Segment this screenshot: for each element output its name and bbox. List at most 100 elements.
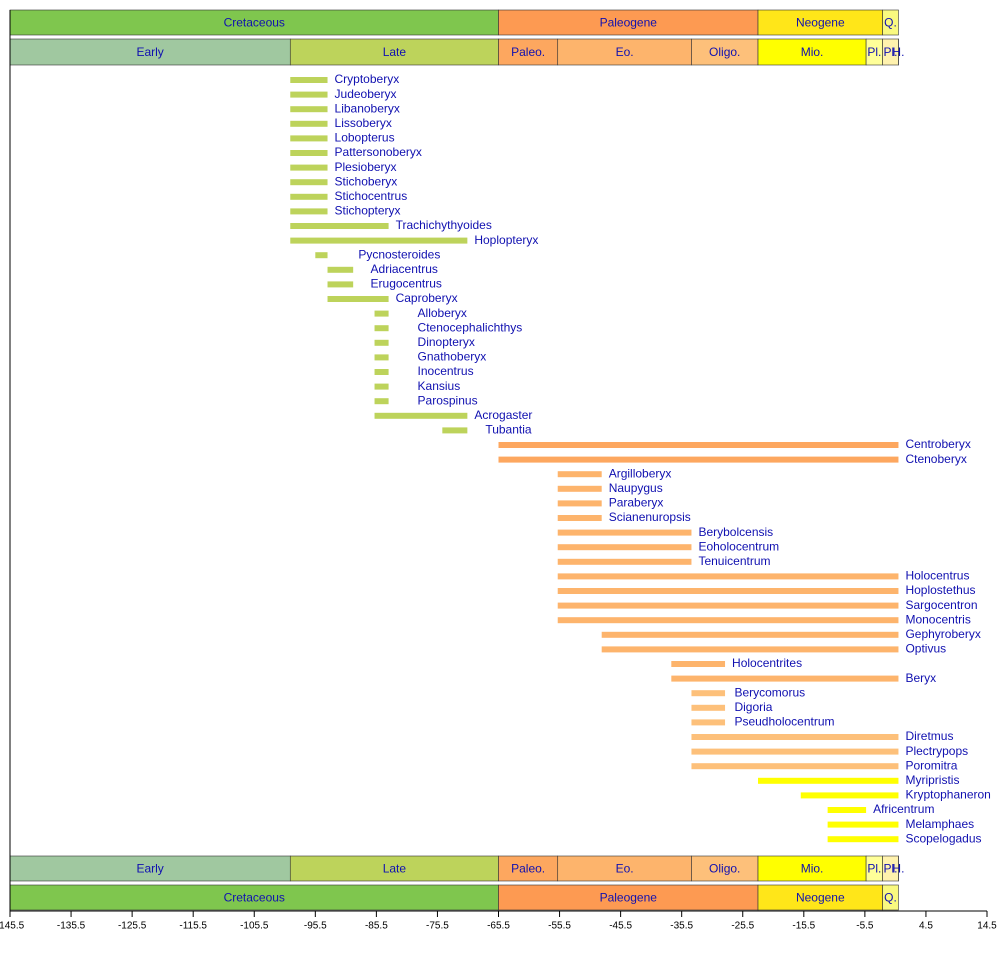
taxon-label: Ctenoberyx: [905, 452, 966, 466]
x-tick-label: -15.5: [792, 921, 815, 932]
period: [757, 9, 883, 36]
taxon-label: Africentrum: [873, 802, 934, 816]
x-tick-label: -135.5: [57, 921, 86, 932]
period-label: Q.: [884, 16, 897, 30]
range-bar: [290, 135, 328, 142]
x-tick-label: 4.5: [919, 921, 933, 932]
range-bar: [557, 617, 899, 624]
epoch-label: Eo.: [616, 45, 634, 59]
epoch-label: H.: [892, 45, 904, 59]
taxon-label: Adriacentrus: [371, 262, 438, 276]
taxon-label: Lobopterus: [335, 131, 395, 145]
epoch-label: Early: [136, 862, 163, 876]
x-tick-label: 14.5: [977, 921, 997, 932]
range-bar: [691, 719, 726, 726]
range-bar: [374, 412, 468, 419]
range-bar: [374, 325, 389, 332]
taxon-label: Scopelogadus: [905, 831, 981, 845]
epoch: [557, 38, 692, 66]
taxon-label: Plectrypops: [905, 744, 968, 758]
x-tick-label: -145.5: [0, 921, 25, 932]
x-tick-label: -55.5: [548, 921, 571, 932]
range-bar: [691, 704, 726, 711]
taxon-label: Tenuicentrum: [698, 554, 770, 568]
taxon-label: Dinopteryx: [418, 335, 475, 349]
range-bar: [557, 558, 692, 565]
epoch-label: H.: [892, 862, 904, 876]
taxon-label: Gephyroberyx: [905, 627, 980, 641]
taxon-label: Monocentris: [905, 612, 970, 626]
range-bar: [671, 675, 899, 682]
range-bar: [290, 223, 389, 229]
epoch: [557, 855, 692, 882]
taxon-label: Acrogaster: [474, 408, 532, 422]
range-bar: [327, 266, 354, 273]
range-bar: [691, 763, 899, 770]
range-bar: [827, 821, 899, 828]
taxon-label: Optivus: [905, 642, 946, 656]
x-tick-label: -95.5: [304, 921, 327, 932]
epoch-label: Oligo.: [709, 862, 740, 876]
range-bar: [327, 296, 389, 302]
range-bar: [800, 792, 899, 799]
epoch: [691, 855, 759, 882]
taxon-label: Hoplopteryx: [474, 233, 538, 247]
range-bar: [557, 515, 602, 521]
taxon-label: Plesioberyx: [335, 160, 397, 174]
taxon-label: Stichoberyx: [335, 174, 398, 188]
taxon-label: Erugocentrus: [371, 277, 442, 291]
taxon-label: Myripristis: [905, 773, 959, 787]
epoch: [289, 855, 499, 882]
range-bar: [290, 91, 328, 98]
taxon-label: Argilloberyx: [609, 466, 672, 480]
taxon-label: Trachichythyoides: [396, 218, 492, 232]
taxon-label: Melamphaes: [905, 817, 974, 831]
range-bar: [557, 588, 899, 594]
taxon-label: Ctenocephalichthys: [418, 320, 523, 334]
period: [9, 9, 499, 36]
epoch: [9, 855, 291, 882]
taxon-label: Kryptophaneron: [905, 788, 990, 802]
period-label: Paleogene: [600, 16, 658, 30]
taxon-label: Scianenuropsis: [609, 510, 691, 524]
taxon-label: Libanoberyx: [335, 101, 400, 115]
epoch-label: Late: [383, 45, 407, 59]
taxon-label: Poromitra: [905, 758, 957, 772]
range-bar: [374, 398, 389, 405]
period-label: Neogene: [796, 16, 845, 30]
epoch-label: Pl.: [883, 862, 897, 876]
x-tick-label: -115.5: [179, 921, 207, 932]
taxon-label: Holocentrites: [732, 656, 802, 670]
x-tick-label: -105.5: [240, 921, 269, 932]
range-bar: [374, 339, 389, 346]
range-bar: [290, 120, 328, 127]
taxon-label: Berybolcensis: [698, 525, 773, 539]
taxon-label: Pattersonoberyx: [335, 145, 422, 159]
taxon-label: Tubantia: [485, 423, 532, 437]
range-bar: [374, 369, 389, 375]
period: [9, 884, 499, 911]
epoch: [757, 38, 867, 66]
taxon-label: Centroberyx: [905, 437, 970, 451]
taxon-label: Judeoberyx: [335, 87, 397, 101]
epoch-label: Paleo.: [511, 862, 545, 876]
taxon-label: Naupygus: [609, 481, 663, 495]
taxon-label: Cryptoberyx: [335, 72, 400, 86]
epoch: [757, 855, 867, 882]
range-bar: [557, 544, 692, 551]
taxon-label: Caproberyx: [396, 291, 458, 305]
range-bar: [498, 456, 899, 463]
period-label: Paleogene: [600, 891, 658, 905]
range-bar: [827, 807, 867, 813]
period: [882, 884, 899, 911]
x-tick-label: -25.5: [731, 921, 754, 932]
epoch: [289, 38, 499, 66]
period: [498, 9, 759, 36]
period-label: Q.: [884, 891, 897, 905]
range-bar: [691, 748, 899, 755]
range-bar: [557, 485, 602, 492]
taxon-label: Holocentrus: [905, 569, 969, 583]
epoch: [691, 38, 759, 66]
epoch: [9, 38, 291, 66]
taxon-label: Paraberyx: [609, 496, 664, 510]
